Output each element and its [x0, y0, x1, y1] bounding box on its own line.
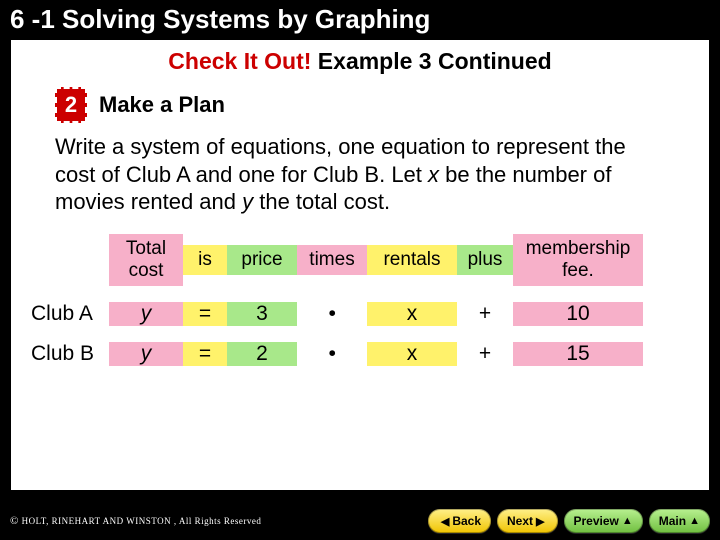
table-cell: =	[183, 342, 227, 366]
body-var-y: y	[242, 189, 253, 214]
table-header	[31, 256, 109, 264]
step-number-badge: 2	[55, 87, 87, 123]
table-cell: +	[457, 302, 513, 326]
table-cell: x	[367, 342, 457, 366]
content-area: Check It Out! Example 3 Continued 2 Make…	[8, 37, 712, 493]
equation-table: Total costispricetimesrentalsplusmembers…	[31, 234, 695, 366]
table-header: times	[297, 245, 367, 275]
arrow-right-icon: ▶	[536, 515, 544, 528]
table-header: price	[227, 245, 297, 275]
step-label: Make a Plan	[99, 92, 225, 118]
body-text: Write a system of equations, one equatio…	[55, 133, 665, 216]
nav-label: Back	[452, 514, 481, 528]
table-cell: x	[367, 302, 457, 326]
nav-label: Main	[659, 514, 686, 528]
lesson-header: 6 -1 Solving Systems by Graphing	[0, 0, 720, 37]
next-button[interactable]: Next▶	[497, 509, 557, 533]
table-cell: y	[109, 302, 183, 326]
table-row-label: Club A	[31, 302, 109, 326]
table-header: Total cost	[109, 234, 183, 286]
table-cell: y	[109, 342, 183, 366]
table-cell: •	[297, 342, 367, 366]
table-header: rentals	[367, 245, 457, 275]
footer-bar: © HOLT, RINEHART AND WINSTON , All Right…	[0, 502, 720, 540]
nav-label: Next	[507, 514, 533, 528]
back-button[interactable]: ◀Back	[428, 509, 491, 533]
subtitle: Check It Out! Example 3 Continued	[25, 48, 695, 75]
table-cell: 15	[513, 342, 643, 366]
table-cell: 10	[513, 302, 643, 326]
table-cell: 2	[227, 342, 297, 366]
table-header: plus	[457, 245, 513, 275]
table-cell: 3	[227, 302, 297, 326]
step-row: 2 Make a Plan	[55, 87, 695, 123]
arrow-up-icon: ▲	[622, 515, 633, 527]
table-cell: •	[297, 302, 367, 326]
nav-label: Preview	[574, 514, 619, 528]
arrow-left-icon: ◀	[441, 515, 449, 528]
preview-button[interactable]: Preview▲	[564, 509, 643, 533]
table-cell: +	[457, 342, 513, 366]
body-var-x: x	[428, 162, 439, 187]
table-header: is	[183, 245, 227, 275]
subtitle-red: Check It Out!	[168, 48, 311, 74]
copyright-icon: ©	[10, 515, 19, 527]
body-part3: the total cost.	[253, 189, 390, 214]
arrow-up-icon: ▲	[689, 515, 700, 527]
subtitle-black: Example 3 Continued	[311, 48, 551, 74]
copyright-text: © HOLT, RINEHART AND WINSTON , All Right…	[10, 515, 261, 527]
table-header: membership fee.	[513, 234, 643, 286]
main-button[interactable]: Main▲	[649, 509, 710, 533]
table-row-label: Club B	[31, 342, 109, 366]
copyright-label: HOLT, RINEHART AND WINSTON , All Rights …	[19, 516, 261, 526]
nav-buttons: ◀BackNext▶Preview▲Main▲	[428, 509, 710, 533]
table-cell: =	[183, 302, 227, 326]
